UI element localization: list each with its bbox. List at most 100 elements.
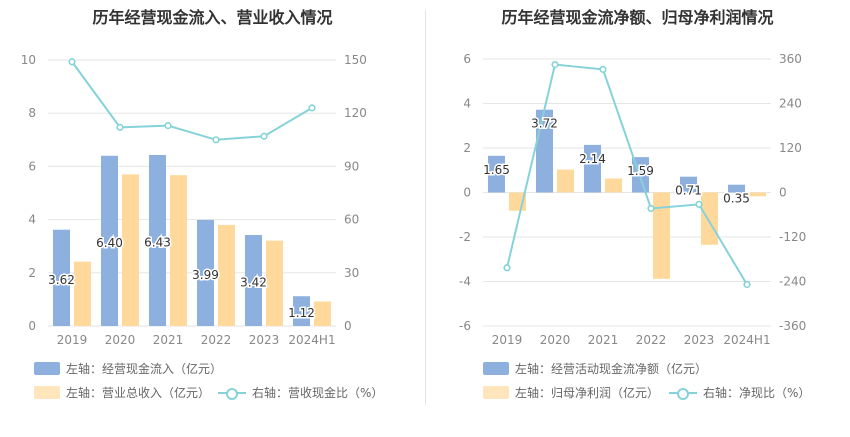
line-point: [695, 200, 703, 208]
bar-primary: [488, 155, 505, 193]
y-right-tick-label: 120: [779, 141, 802, 155]
y-left-tick-label: 0: [28, 319, 36, 333]
bar-primary: [728, 184, 745, 193]
bar-secondary: [170, 175, 187, 326]
y-left-tick-label: 4: [463, 97, 471, 111]
y-right-tick-label: 30: [344, 266, 359, 280]
left-chart-svg: 0 2 4 6 8 10 0 30 60 90 120 150 2019 2020 2021 2022 2023…: [21, 53, 367, 347]
y-right-tick-label: 150: [344, 53, 367, 67]
right-chart-title: 历年经营现金流净额、归母净利润情况: [501, 8, 774, 27]
right-legend-item-1[interactable]: 左轴：经营活动现金流净额（亿元）: [483, 360, 707, 377]
left-legend-label-3: 右轴：营收现金比（%）: [252, 386, 384, 400]
y-right-tick-label: 0: [344, 319, 352, 333]
left-chart-panel: 历年经营现金流入、营业收入情况 0 2 4 6 8 10 0 30 60 90 120 150 2019…: [21, 8, 384, 401]
bar-data-label: 3.42: [240, 276, 267, 290]
y-right-tick-label: -240: [779, 275, 806, 289]
line-point: [503, 264, 511, 272]
bar-data-label: 1.65: [483, 163, 510, 177]
line-point: [308, 104, 316, 112]
x-tick-label: 2019: [57, 333, 88, 347]
y-left-tick-label: 10: [21, 53, 36, 67]
bar-secondary: [557, 169, 574, 193]
line-point: [116, 123, 124, 131]
bar-secondary: [314, 301, 331, 326]
bar-data-label: 0.71: [675, 184, 702, 198]
bar-primary: [197, 219, 214, 326]
x-tick-label: 2023: [249, 333, 280, 347]
x-tick-label: 2019: [492, 333, 523, 347]
bar-data-label: 6.40: [96, 236, 123, 250]
line-point: [599, 65, 607, 73]
bar-secondary: [749, 192, 766, 197]
x-tick-label: 2024H1: [288, 333, 335, 347]
bar-primary: [584, 144, 601, 193]
right-legend-item-3[interactable]: 右轴：净现比（%）: [669, 384, 810, 401]
bar-primary: [101, 155, 118, 326]
bar-data-label: 1.12: [288, 306, 315, 320]
x-tick-label: 2023: [684, 333, 715, 347]
left-chart-title: 历年经营现金流入、营业收入情况: [92, 8, 333, 27]
bar-primary: [245, 235, 262, 326]
bar-data-label: 3.72: [531, 117, 558, 131]
y-right-tick-label: 90: [344, 159, 359, 173]
line-point: [647, 204, 655, 213]
left-legend-label-1: 左轴：经营现金流入（亿元）: [66, 362, 223, 376]
y-right-tick-label: 240: [779, 97, 802, 111]
bar-secondary: [74, 261, 91, 326]
legend-swatch-orange: [34, 386, 60, 399]
y-left-tick-label: -6: [459, 319, 471, 333]
bar-secondary: [122, 174, 139, 326]
bar-secondary: [218, 224, 235, 326]
y-right-tick-label: -120: [779, 230, 806, 244]
right-chart-svg: -6 -4 -2 0 2 4 6 -360 -240 -120 0 120 240 360 2019 2020…: [459, 52, 806, 347]
y-left-tick-label: 6: [463, 52, 471, 66]
bar-primary: [53, 229, 70, 326]
x-tick-label: 2022: [636, 333, 667, 347]
bar-primary: [293, 296, 310, 326]
y-right-tick-label: 360: [779, 52, 802, 66]
bar-primary: [680, 176, 697, 193]
y-left-tick-label: -4: [459, 275, 471, 289]
line-point: [68, 58, 76, 66]
x-tick-label: 2021: [588, 333, 619, 347]
x-tick-label: 2022: [201, 333, 232, 347]
x-tick-label: 2020: [105, 333, 136, 347]
legend-line-icon: [218, 386, 246, 400]
right-chart-panel: 历年经营现金流净额、归母净利润情况 -6 -4 -2 0 2 4 6 -360 -240 -120…: [425, 0, 850, 437]
left-legend-item-3[interactable]: 右轴：营收现金比（%）: [218, 384, 383, 401]
bar-data-label: 1.59: [627, 164, 654, 178]
line-series: [506, 63, 748, 285]
legend-swatch-blue: [483, 362, 509, 375]
y-left-tick-label: 6: [28, 159, 36, 173]
left-legend-label-2: 左轴：营业总收入（亿元）: [66, 386, 211, 400]
bar-secondary: [653, 192, 670, 279]
legend-swatch-orange: [483, 386, 509, 399]
left-legend-item-1[interactable]: 左轴：经营现金流入（亿元）: [34, 360, 222, 377]
right-legend-item-2[interactable]: 左轴：归母净利润（亿元）: [483, 384, 659, 401]
panel-divider: [425, 10, 426, 405]
line-series: [71, 61, 313, 141]
bar-data-label: 3.62: [48, 273, 75, 287]
legend-swatch-blue: [34, 362, 60, 375]
line-point: [164, 122, 172, 130]
right-legend-label-3: 右轴：净现比（%）: [703, 386, 811, 400]
y-left-tick-label: -2: [459, 230, 471, 244]
bar-data-label: 3.99: [192, 268, 219, 282]
y-right-tick-label: 120: [344, 106, 367, 120]
bar-primary: [149, 154, 166, 326]
legend-line-icon: [669, 386, 697, 400]
bar-secondary: [266, 240, 283, 326]
bar-data-label: 0.35: [723, 192, 750, 206]
line-point: [743, 280, 751, 289]
line-point: [551, 60, 559, 69]
line-point: [260, 132, 268, 140]
y-right-tick-label: 60: [344, 213, 359, 227]
left-legend-item-2[interactable]: 左轴：营业总收入（亿元）: [34, 384, 210, 401]
line-point: [212, 136, 220, 144]
bar-secondary: [701, 192, 718, 245]
y-left-tick-label: 0: [463, 186, 471, 200]
x-tick-label: 2024H1: [723, 333, 770, 347]
y-left-tick-label: 2: [28, 266, 36, 280]
y-left-tick-label: 4: [28, 213, 36, 227]
right-legend-label-2: 左轴：归母净利润（亿元）: [515, 386, 660, 400]
